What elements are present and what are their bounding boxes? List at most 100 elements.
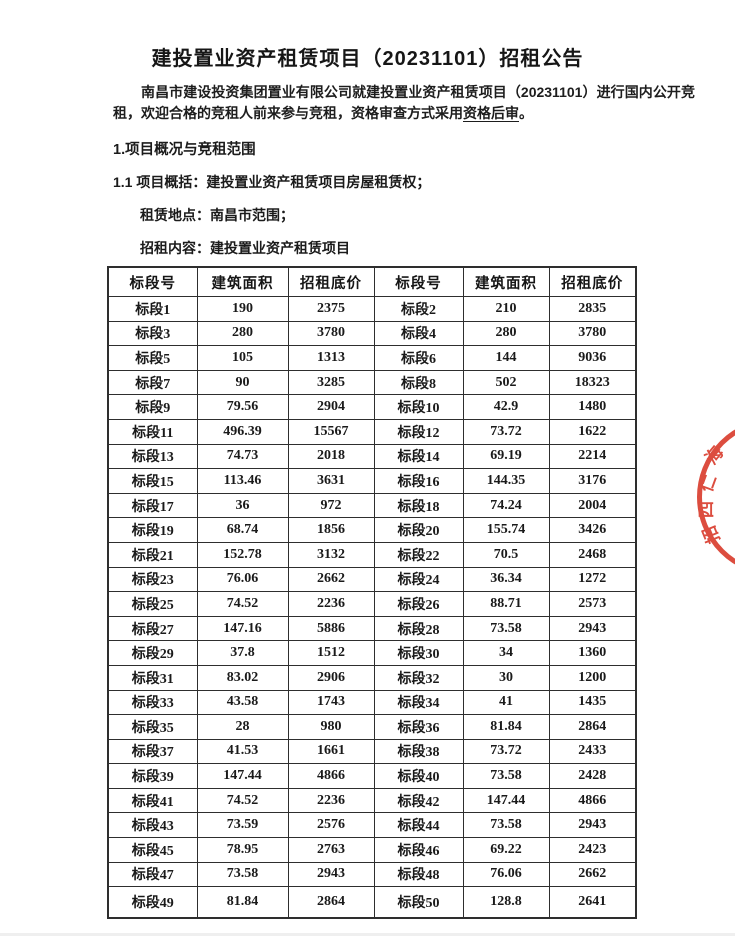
building-area-cell: 36 [196,492,289,519]
base-rent-price-cell: 1622 [548,418,637,445]
base-rent-price-cell: 2236 [287,591,375,617]
base-rent-price-cell: 2214 [548,443,637,470]
lot-id-cell: 标段8 [373,369,464,396]
building-area-cell: 42.9 [462,394,550,420]
lot-id-cell: 标段27 [107,615,198,642]
table-row: 标段5 105 1313 标段6 144 9036 [107,345,637,371]
lot-id-cell: 标段49 [107,886,198,919]
lot-id-cell: 标段30 [373,640,464,666]
base-rent-price-cell: 15567 [287,418,375,445]
table-row: 标段7 90 3285 标段8 502 18323 [107,369,637,396]
base-rent-price-cell: 1512 [287,640,375,666]
base-rent-price-cell: 2576 [287,812,375,839]
base-rent-price-cell: 9036 [548,345,637,371]
base-rent-price-cell: 972 [287,492,375,519]
base-rent-price-cell: 2641 [548,886,637,919]
lot-id-cell: 标段36 [373,714,464,740]
building-area-cell: 43.58 [196,689,289,716]
building-area-cell: 78.95 [196,837,289,863]
table-row: 标段23 76.06 2662 标段24 36.34 1272 [107,566,637,593]
line-lease-location: 租赁地点：南昌市范围； [140,207,294,223]
building-area-cell: 128.8 [462,886,550,919]
line-lease-content: 招租内容：建投置业资产租赁项目 [140,240,350,256]
table-row: 标段11 496.39 15567 标段12 73.72 1622 [107,418,637,445]
building-area-cell: 74.52 [196,591,289,617]
lot-id-cell: 标段19 [107,517,198,543]
building-area-cell: 74.73 [196,443,289,470]
base-rent-price-cell: 2906 [287,664,375,691]
building-area-cell: 147.44 [196,763,289,789]
lot-id-cell: 标段21 [107,541,198,568]
building-area-cell: 34 [462,640,550,666]
base-rent-price-cell: 1313 [287,345,375,371]
building-area-cell: 73.72 [462,418,550,445]
base-rent-price-cell: 2428 [548,763,637,789]
table-row: 标段47 73.58 2943 标段48 76.06 2662 [107,861,637,888]
base-rent-price-cell: 3631 [287,468,375,494]
lot-id-cell: 标段46 [373,837,464,863]
base-rent-price-cell: 2904 [287,394,375,420]
building-area-cell: 502 [462,369,550,396]
table-header-cell: 标段号 [107,266,198,297]
lot-id-cell: 标段26 [373,591,464,617]
lot-id-cell: 标段38 [373,738,464,765]
table-row: 标段49 81.84 2864 标段50 128.8 2641 [107,886,637,919]
lot-id-cell: 标段39 [107,763,198,789]
building-area-cell: 152.78 [196,541,289,568]
table-row: 标段35 28 980 标段36 81.84 2864 [107,714,637,740]
lot-pricing-table: 标段号 建筑面积 招租底价 标段号 建筑面积 招租底价 标段1 190 2375 标段2 210 2… [107,266,637,920]
base-rent-price-cell: 4866 [548,787,637,814]
table-header-cell: 建筑面积 [196,266,289,297]
seal-ring [697,418,735,576]
base-rent-price-cell: 980 [287,714,375,740]
table-header-cell: 招租底价 [548,266,637,297]
table-row: 标段17 36 972 标段18 74.24 2004 [107,492,637,519]
building-area-cell: 68.74 [196,517,289,543]
document-body: 南昌市建设投资集团置业有限公司就建投置业资产租赁项目（20231101）进行国内… [107,82,695,920]
lot-id-cell: 标段13 [107,443,198,470]
building-area-cell: 147.16 [196,615,289,642]
table-row: 标段45 78.95 2763 标段46 69.22 2423 [107,837,637,863]
building-area-cell: 73.58 [462,812,550,839]
section-heading-project-overview: 1.项目概况与竞租范围 [113,142,256,158]
building-area-cell: 83.02 [196,664,289,691]
base-rent-price-cell: 2375 [287,296,375,322]
lot-id-cell: 标段48 [373,861,464,888]
base-rent-price-cell: 4866 [287,763,375,789]
lot-id-cell: 标段23 [107,566,198,593]
building-area-cell: 280 [462,320,550,347]
building-area-cell: 73.58 [462,615,550,642]
base-rent-price-cell: 2433 [548,738,637,765]
building-area-cell: 73.58 [462,763,550,789]
base-rent-price-cell: 1200 [548,664,637,691]
lot-id-cell: 标段2 [373,296,464,322]
table-row: 标段1 190 2375 标段2 210 2835 [107,296,637,322]
table-row: 标段31 83.02 2906 标段32 30 1200 [107,664,637,691]
base-rent-price-cell: 2943 [548,615,637,642]
table-header-cell: 招租底价 [287,266,375,297]
lot-id-cell: 标段10 [373,394,464,420]
intro-text-after: 。 [519,105,533,121]
building-area-cell: 70.5 [462,541,550,568]
base-rent-price-cell: 1743 [287,689,375,716]
base-rent-price-cell: 2662 [548,861,637,888]
building-area-cell: 144 [462,345,550,371]
red-company-seal: 海 仁 四 招 [697,418,735,576]
base-rent-price-cell: 2236 [287,787,375,814]
lot-id-cell: 标段7 [107,369,198,396]
building-area-cell: 90 [196,369,289,396]
base-rent-price-cell: 2662 [287,566,375,593]
table-row: 标段37 41.53 1661 标段38 73.72 2433 [107,738,637,765]
intro-paragraph: 南昌市建设投资集团置业有限公司就建投置业资产租赁项目（20231101）进行国内… [113,82,695,124]
base-rent-price-cell: 2943 [548,812,637,839]
base-rent-price-cell: 2943 [287,861,375,888]
table-row: 标段9 79.56 2904 标段10 42.9 1480 [107,394,637,420]
building-area-cell: 280 [196,320,289,347]
lot-id-cell: 标段50 [373,886,464,919]
building-area-cell: 105 [196,345,289,371]
line-project-summary: 1.1 项目概括：建投置业资产租赁项目房屋租赁权； [113,174,431,190]
lot-id-cell: 标段40 [373,763,464,789]
table-row: 标段41 74.52 2236 标段42 147.44 4866 [107,787,637,814]
building-area-cell: 76.06 [462,861,550,888]
lot-id-cell: 标段24 [373,566,464,593]
